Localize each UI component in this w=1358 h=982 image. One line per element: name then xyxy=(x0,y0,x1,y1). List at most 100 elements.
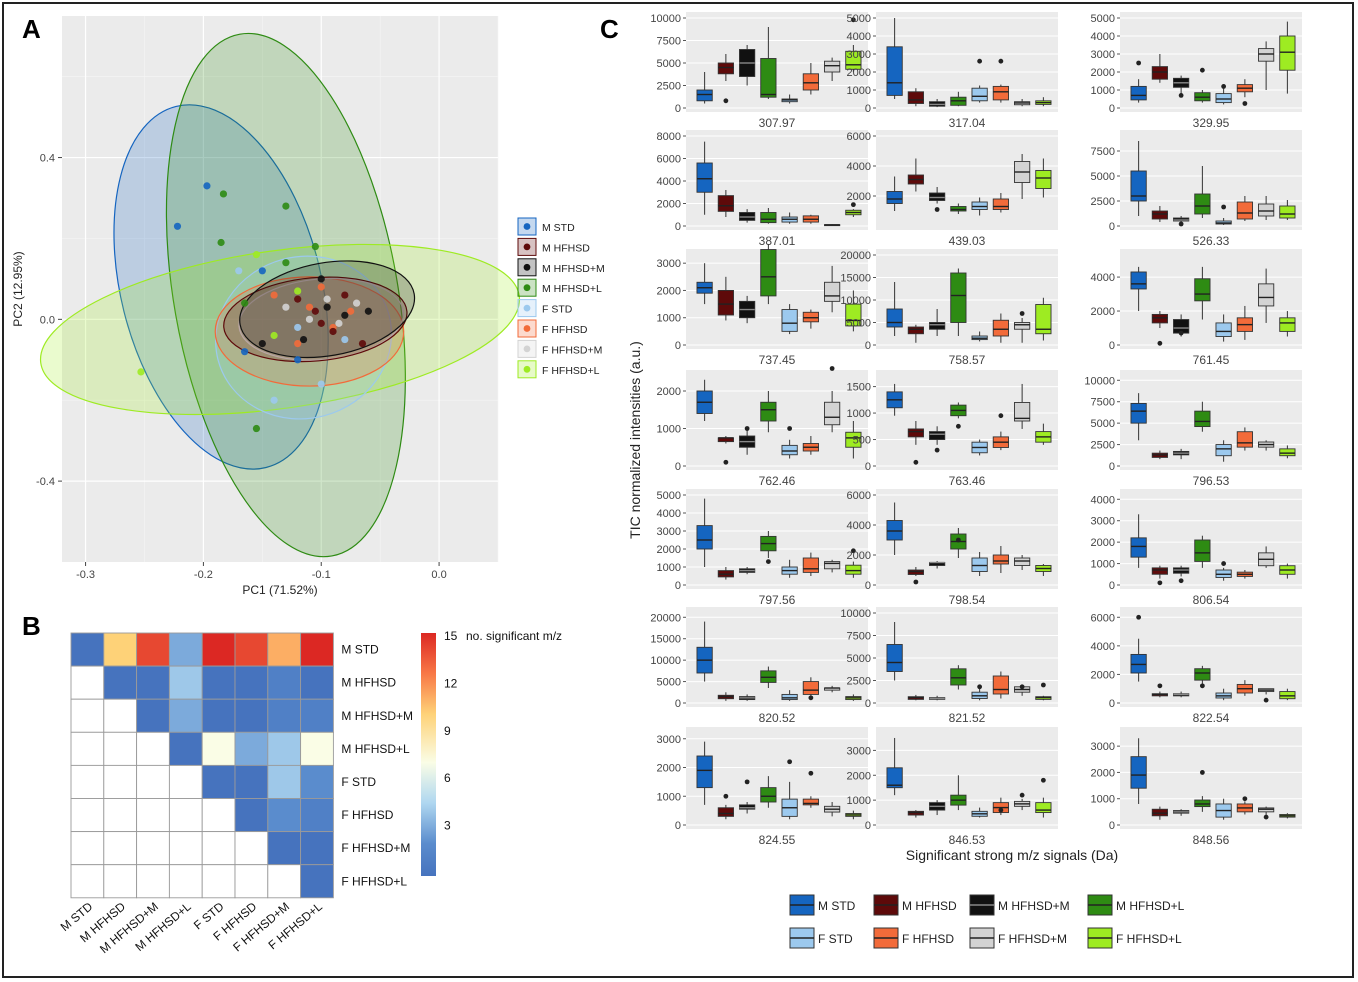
facet-background xyxy=(686,130,868,230)
box xyxy=(992,675,1009,695)
y-tick-label: 3000 xyxy=(1091,49,1115,61)
data-point xyxy=(235,267,243,275)
data-point xyxy=(329,327,337,336)
box xyxy=(824,401,841,426)
outlier-point xyxy=(913,459,919,465)
legend-label: M STD xyxy=(542,222,575,234)
y-tick-label: 6000 xyxy=(1091,612,1115,624)
box xyxy=(1279,691,1296,700)
box xyxy=(760,249,777,297)
y-tick-label: 0 xyxy=(675,580,681,592)
heatmap-cell xyxy=(136,632,170,667)
heatmap-cell xyxy=(300,731,334,766)
heatmap-row-label: F HFHSD+M xyxy=(341,841,410,855)
y-tick-label: 0 xyxy=(865,580,871,592)
box xyxy=(696,162,713,193)
heatmap-cell xyxy=(300,665,334,700)
y-tick-label: 2000 xyxy=(1091,537,1115,549)
box xyxy=(1035,170,1052,189)
box xyxy=(1194,278,1211,302)
heatmap-cell xyxy=(267,632,302,667)
y-tick-label: 4000 xyxy=(847,161,871,173)
heatmap-row-label: F STD xyxy=(341,775,376,789)
box xyxy=(1279,205,1296,219)
data-point xyxy=(137,368,145,376)
facet-label: 317.04 xyxy=(949,116,986,130)
colorbar-tick-label: 15 xyxy=(444,629,458,643)
outlier-point xyxy=(977,58,983,64)
x-tick-label: -0.3 xyxy=(76,569,95,581)
legend-label: F HFHSD+M xyxy=(998,932,1067,946)
box xyxy=(886,644,903,672)
box xyxy=(886,520,903,541)
box xyxy=(760,787,777,803)
data-point xyxy=(270,396,278,404)
box xyxy=(1194,410,1211,428)
heatmap-cell xyxy=(136,764,170,799)
y-tick-label: 8000 xyxy=(657,131,681,143)
data-point xyxy=(294,323,302,332)
outlier-point xyxy=(808,695,814,701)
y-tick-label: 2000 xyxy=(1091,669,1115,681)
facet-background xyxy=(876,249,1058,349)
facet-label: 798.54 xyxy=(949,593,986,607)
heatmap-cell xyxy=(70,731,105,766)
heatmap-cell xyxy=(70,764,105,799)
heatmap-cell xyxy=(300,698,334,733)
data-point xyxy=(311,307,319,315)
x-tick-label: 0.0 xyxy=(431,569,446,581)
y-tick-label: 5000 xyxy=(847,653,871,665)
facet-439-03: 6000 4000 2000 439.03 xyxy=(847,130,1058,248)
box xyxy=(1014,557,1031,566)
outlier-point xyxy=(723,459,729,465)
heatmap-cell xyxy=(103,831,138,866)
y-tick-label: 2000 xyxy=(1091,767,1115,779)
heatmap-cell xyxy=(234,864,269,899)
heatmap-cell xyxy=(234,831,269,866)
box xyxy=(971,557,988,572)
facet-label: 761.45 xyxy=(1193,353,1230,367)
y-tick-label: 2000 xyxy=(847,770,871,782)
facet-label: 526.33 xyxy=(1193,234,1230,248)
colorbar-tick-label: 3 xyxy=(444,819,451,833)
box xyxy=(845,564,862,575)
heatmap-cell xyxy=(103,798,138,833)
y-tick-label: 10000 xyxy=(840,608,871,620)
outlier-point xyxy=(850,202,856,208)
y-tick-label: 1000 xyxy=(657,791,681,803)
outlier-point xyxy=(1242,796,1248,802)
y-tick-label: 10000 xyxy=(1084,375,1115,387)
box xyxy=(845,431,862,448)
box xyxy=(929,192,946,201)
y-tick-label: 6000 xyxy=(847,490,871,502)
facet-758-57: 20000 15000 10000 5000 0 758.57 xyxy=(840,249,1058,367)
box xyxy=(717,62,734,75)
data-point xyxy=(294,340,302,348)
facet-background xyxy=(876,489,1058,589)
box xyxy=(824,281,841,302)
y-tick-label: 1000 xyxy=(657,424,681,436)
facet-label: 848.56 xyxy=(1193,833,1230,847)
heatmap-cell xyxy=(103,864,138,899)
legend-label: M HFHSD+M xyxy=(998,899,1070,913)
box xyxy=(929,431,946,440)
data-point xyxy=(294,287,302,295)
box xyxy=(1130,85,1147,101)
facet-background xyxy=(1120,727,1302,829)
data-point xyxy=(317,319,325,327)
box xyxy=(1194,193,1211,215)
heatmap-cell xyxy=(267,665,302,700)
facet-label: 737.45 xyxy=(759,353,796,367)
y-tick-label: 4000 xyxy=(847,520,871,532)
y-tick-label: 1000 xyxy=(657,313,681,325)
heatmap-row-label: M HFHSD xyxy=(341,676,396,690)
y-tick-label: 5000 xyxy=(1091,13,1115,25)
y-tick-label: 6000 xyxy=(657,154,681,166)
outlier-point xyxy=(998,807,1004,813)
y-tick-label: 0 xyxy=(865,461,871,473)
box xyxy=(992,554,1009,565)
data-point xyxy=(241,348,249,356)
y-tick-label: 5000 xyxy=(657,490,681,502)
y-tick-label: 0.0 xyxy=(40,314,55,326)
